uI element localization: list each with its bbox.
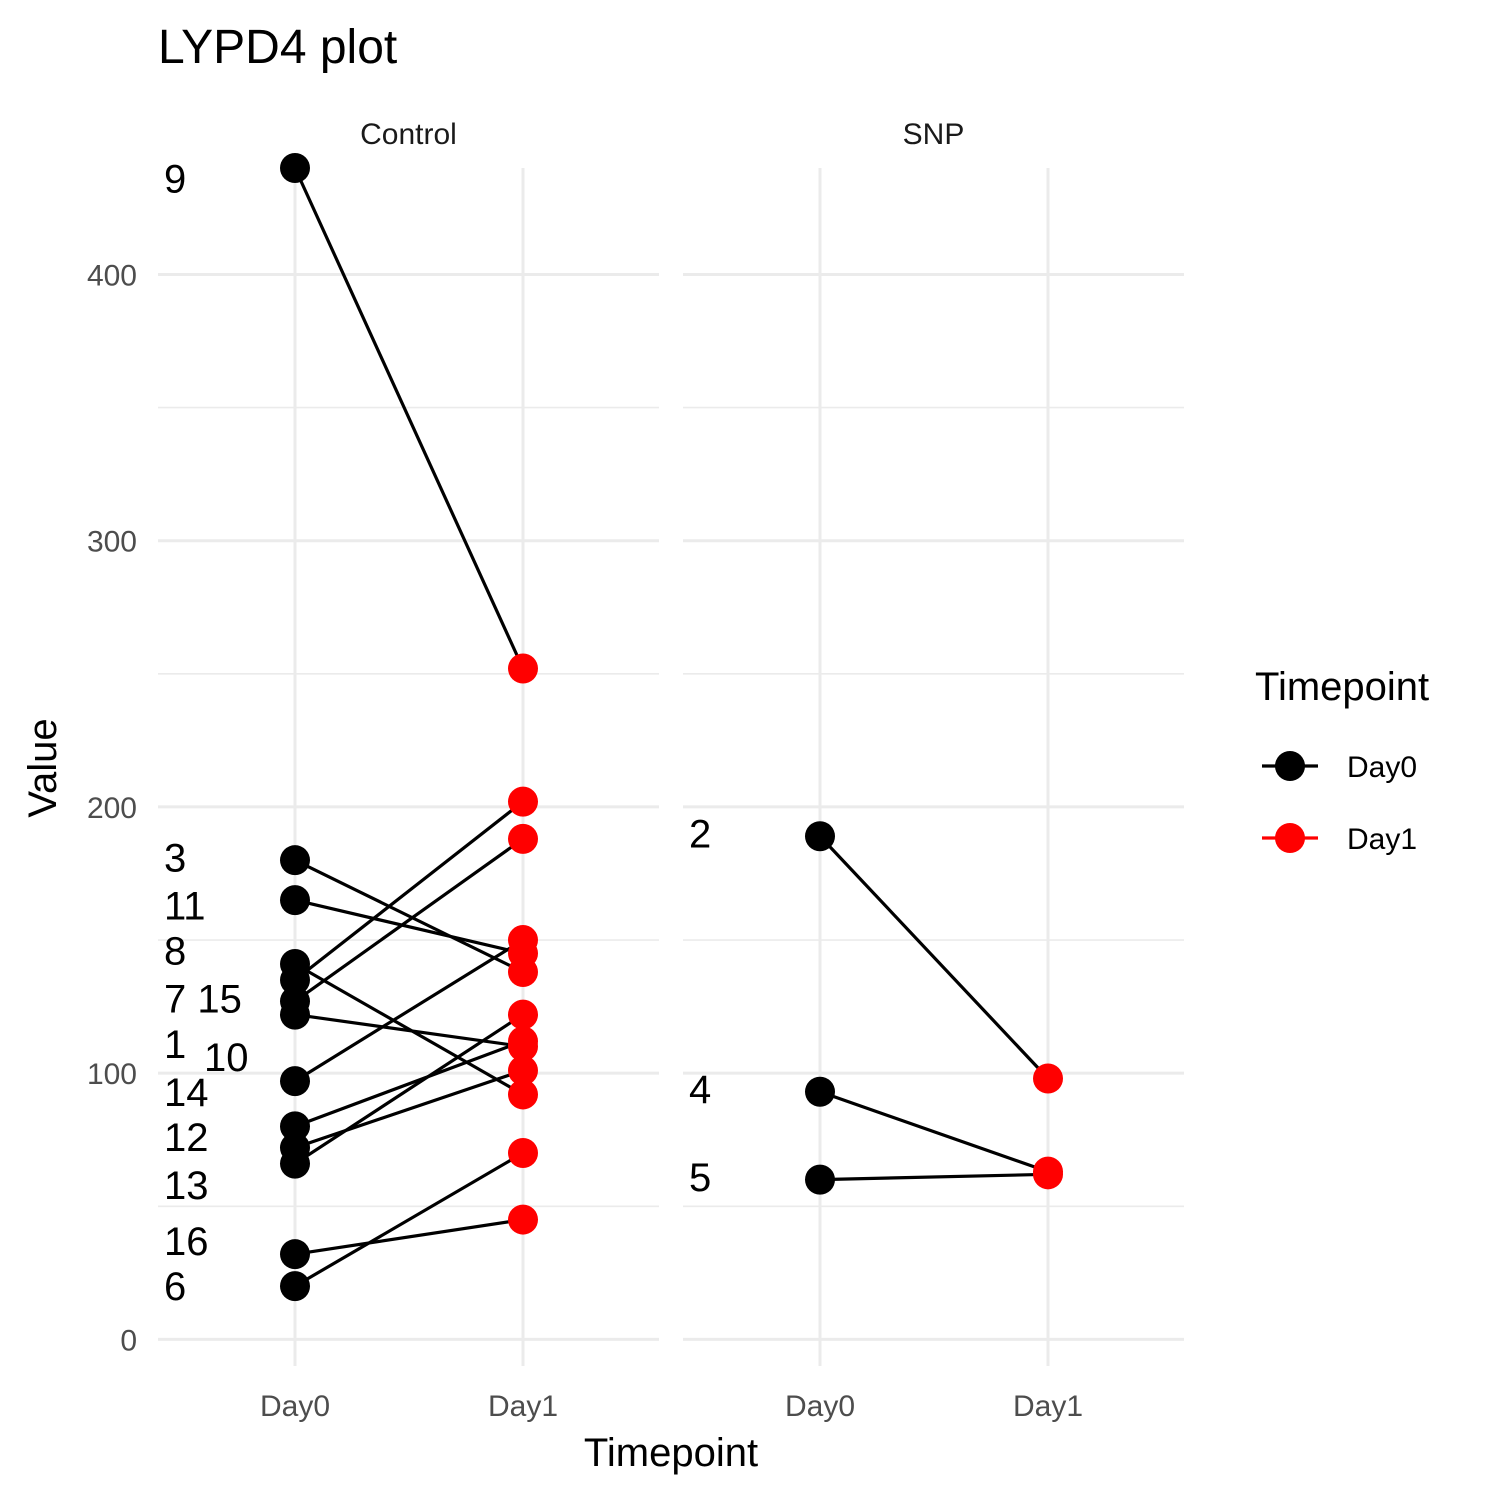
y-tick-label: 200 — [87, 792, 137, 825]
legend-label: Day0 — [1347, 751, 1417, 784]
subject-id-label: 8 — [164, 930, 186, 974]
x-tick-label: Day1 — [1013, 1390, 1083, 1423]
legend-entry-day1: Day1 — [1262, 823, 1417, 856]
y-tick-label: 100 — [87, 1058, 137, 1091]
subject-id-label: 10 — [204, 1036, 249, 1080]
subject-id-label: 11 — [164, 884, 206, 928]
point-day0-subject-1 — [280, 999, 310, 1030]
subject-line-11 — [294, 898, 524, 955]
point-day1-subject-12 — [508, 1055, 538, 1086]
legend-label: Day1 — [1347, 823, 1417, 856]
subject-line-9 — [293, 167, 525, 670]
facet-panel-snp: SNP Day0 Day1 2 4 5 — [683, 118, 1184, 1423]
subject-id-label: 7 15 — [164, 978, 242, 1022]
point-day1-subject-16 — [508, 1204, 538, 1235]
point-day0-subject-2 — [805, 821, 835, 852]
legend-key-point — [1275, 751, 1305, 781]
subject-id-label: 14 — [164, 1071, 209, 1115]
subject-line-15 — [294, 800, 524, 982]
point-day1-subject-14 — [508, 1026, 538, 1057]
x-tick-label: Day1 — [488, 1390, 558, 1423]
point-day1-subject-6 — [508, 1138, 538, 1169]
y-tick-label: 300 — [87, 526, 137, 559]
subject-line-2 — [818, 835, 1050, 1080]
point-day1-subject-7 — [508, 823, 538, 854]
point-day1-subject-13 — [508, 999, 538, 1030]
point-day1-subject-5 — [1033, 1159, 1063, 1190]
legend-key-point — [1275, 823, 1305, 853]
point-day0-subject-15 — [280, 964, 310, 995]
point-day0-subject-16 — [280, 1239, 310, 1270]
subject-line-10 — [294, 938, 524, 1083]
subject-line-4 — [819, 1090, 1049, 1174]
y-tick-label: 400 — [87, 259, 137, 292]
subject-line-6 — [294, 1151, 524, 1288]
point-day1-subject-9 — [508, 653, 538, 684]
legend-title: Timepoint — [1255, 665, 1429, 709]
subject-id-label: 12 — [164, 1116, 209, 1160]
subject-id-label: 3 — [164, 837, 186, 881]
subject-line-3 — [294, 858, 524, 974]
subject-line-12 — [294, 1068, 524, 1150]
subject-id-label: 2 — [689, 813, 711, 857]
subject-id-label: 13 — [164, 1164, 209, 1208]
y-tick-label: 0 — [120, 1324, 137, 1357]
subject-id-label: 6 — [164, 1265, 186, 1309]
facet-strip-label: SNP — [903, 118, 965, 151]
point-day0-subject-5 — [805, 1164, 835, 1195]
facet-strip-label: Control — [360, 118, 457, 151]
point-day1-subject-8 — [508, 1079, 538, 1110]
x-tick-label: Day0 — [785, 1390, 855, 1423]
subject-line-14 — [294, 1039, 524, 1128]
point-day0-subject-3 — [280, 845, 310, 876]
point-day0-subject-10 — [280, 1066, 310, 1097]
subject-id-label: 5 — [689, 1156, 711, 1200]
point-day0-subject-11 — [280, 885, 310, 916]
legend: Timepoint Day0 Day1 — [1255, 665, 1429, 856]
point-day1-subject-10 — [508, 925, 538, 956]
subject-id-label: 9 — [164, 158, 186, 202]
subject-id-label: 4 — [689, 1068, 711, 1112]
subject-line-16 — [294, 1217, 524, 1256]
y-axis-title: Value — [21, 718, 65, 817]
subject-line-7 — [294, 837, 524, 1003]
point-day0-subject-9 — [280, 153, 310, 183]
subject-id-label: 1 — [164, 1023, 186, 1067]
point-day0-subject-6 — [280, 1271, 310, 1302]
subject-line-13 — [294, 1013, 524, 1166]
x-tick-label: Day0 — [260, 1390, 330, 1423]
legend-entry-day0: Day0 — [1262, 751, 1417, 784]
subject-line-1 — [294, 1013, 524, 1049]
point-day0-subject-14 — [280, 1111, 310, 1142]
subject-line-5 — [819, 1172, 1049, 1182]
point-day1-subject-15 — [508, 786, 538, 817]
subject-id-label: 16 — [164, 1220, 209, 1264]
plot-title: LYPD4 plot — [158, 21, 397, 74]
x-axis-title: Timepoint — [584, 1431, 758, 1475]
point-day1-subject-2 — [1033, 1063, 1063, 1094]
point-day0-subject-13 — [280, 1148, 310, 1179]
point-day0-subject-4 — [805, 1076, 835, 1107]
